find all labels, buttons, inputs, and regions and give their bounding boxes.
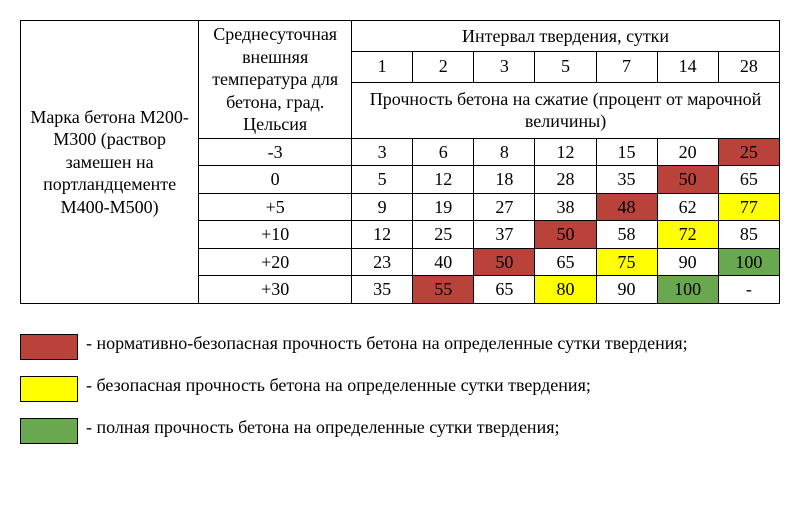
legend-swatch-yellow [20,376,78,402]
value-cell: 6 [413,138,474,166]
value-cell: 55 [413,276,474,304]
day-header-6: 28 [718,51,779,82]
value-cell: 50 [657,166,718,194]
value-cell: 15 [596,138,657,166]
day-header-4: 7 [596,51,657,82]
value-cell: - [718,276,779,304]
legend-text-green: - полная прочность бетона на определенны… [86,416,780,439]
legend-item-green: - полная прочность бетона на определенны… [20,416,780,444]
value-cell: 27 [474,193,535,221]
value-cell: 12 [535,138,596,166]
legend-text-yellow: - безопасная прочность бетона на определ… [86,374,780,397]
temp-cell: +20 [199,248,352,276]
value-cell: 18 [474,166,535,194]
day-header-3: 5 [535,51,596,82]
value-cell: 20 [657,138,718,166]
mark-header: Марка бетона М200-М300 (раствор замешен … [21,21,199,304]
interval-header: Интервал твердения, сутки [352,21,780,52]
day-header-2: 3 [474,51,535,82]
strength-header: Прочность бетона на сжатие (процент от м… [352,82,780,138]
value-cell: 90 [596,276,657,304]
value-cell: 85 [718,221,779,249]
temp-header: Среднесуточная внешняя температура для б… [199,21,352,139]
value-cell: 25 [718,138,779,166]
value-cell: 65 [718,166,779,194]
value-cell: 50 [535,221,596,249]
concrete-strength-table: Марка бетона М200-М300 (раствор замешен … [20,20,780,304]
temp-cell: +5 [199,193,352,221]
value-cell: 62 [657,193,718,221]
value-cell: 77 [718,193,779,221]
value-cell: 9 [352,193,413,221]
temp-cell: +10 [199,221,352,249]
day-header-0: 1 [352,51,413,82]
value-cell: 75 [596,248,657,276]
value-cell: 25 [413,221,474,249]
value-cell: 35 [352,276,413,304]
day-header-1: 2 [413,51,474,82]
legend-text-red: - нормативно-безопасная прочность бетона… [86,332,780,355]
legend-swatch-red [20,334,78,360]
day-header-5: 14 [657,51,718,82]
legend-item-red: - нормативно-безопасная прочность бетона… [20,332,780,360]
value-cell: 58 [596,221,657,249]
value-cell: 90 [657,248,718,276]
temp-cell: 0 [199,166,352,194]
value-cell: 3 [352,138,413,166]
value-cell: 35 [596,166,657,194]
value-cell: 48 [596,193,657,221]
value-cell: 100 [657,276,718,304]
temp-cell: +30 [199,276,352,304]
value-cell: 65 [474,276,535,304]
value-cell: 12 [352,221,413,249]
value-cell: 80 [535,276,596,304]
value-cell: 65 [535,248,596,276]
value-cell: 12 [413,166,474,194]
value-cell: 40 [413,248,474,276]
value-cell: 50 [474,248,535,276]
legend: - нормативно-безопасная прочность бетона… [20,332,780,444]
value-cell: 72 [657,221,718,249]
legend-item-yellow: - безопасная прочность бетона на определ… [20,374,780,402]
value-cell: 23 [352,248,413,276]
temp-cell: -3 [199,138,352,166]
value-cell: 38 [535,193,596,221]
value-cell: 37 [474,221,535,249]
legend-swatch-green [20,418,78,444]
value-cell: 100 [718,248,779,276]
value-cell: 8 [474,138,535,166]
value-cell: 28 [535,166,596,194]
value-cell: 5 [352,166,413,194]
value-cell: 19 [413,193,474,221]
